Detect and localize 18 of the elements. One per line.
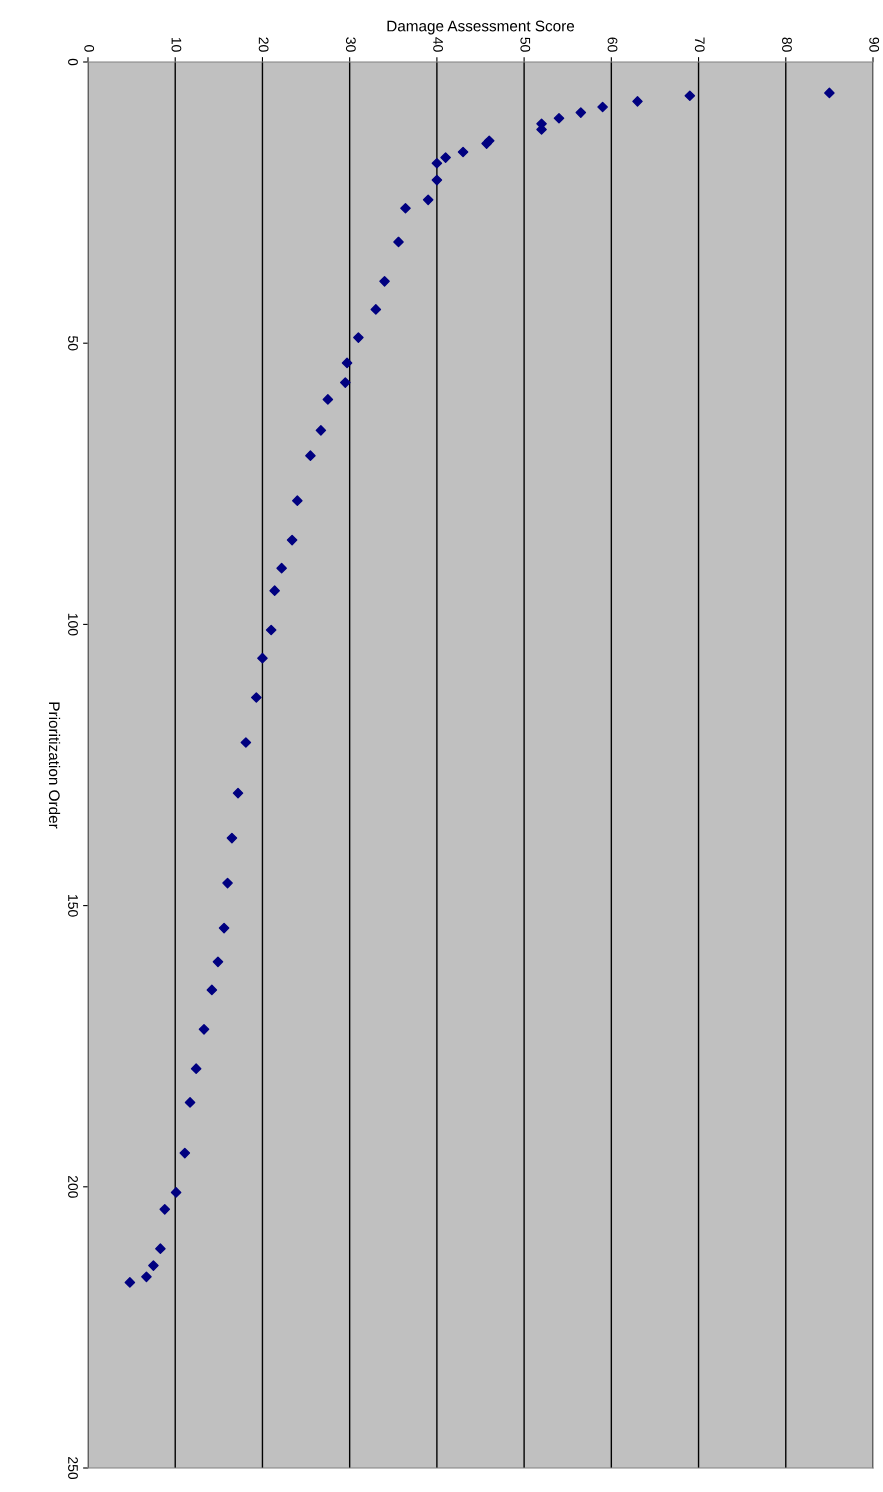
x-tick-label: 30	[345, 37, 356, 52]
y-tick-label: 0	[68, 58, 78, 66]
y-tick-label: 100	[68, 613, 78, 636]
y-tick-label: 50	[68, 336, 78, 351]
x-tick-label: 50	[520, 37, 531, 52]
y-axis-title: Prioritization Order	[48, 702, 61, 829]
x-tick-label: 40	[433, 37, 443, 52]
y-tick-label: 250	[68, 1457, 78, 1480]
x-axis-title: Damage Assessment Score	[387, 20, 575, 35]
x-tick-label: 10	[171, 37, 182, 52]
y-tick-label: 150	[68, 895, 78, 917]
x-tick-label: 80	[782, 37, 792, 52]
y-tick-label: 200	[68, 1175, 78, 1198]
x-tick-label: 70	[694, 37, 705, 52]
x-tick-label: 20	[258, 37, 269, 52]
x-tick-label: 90	[869, 37, 880, 52]
x-tick-label: 60	[607, 37, 618, 52]
x-tick-label: 0	[84, 45, 95, 52]
